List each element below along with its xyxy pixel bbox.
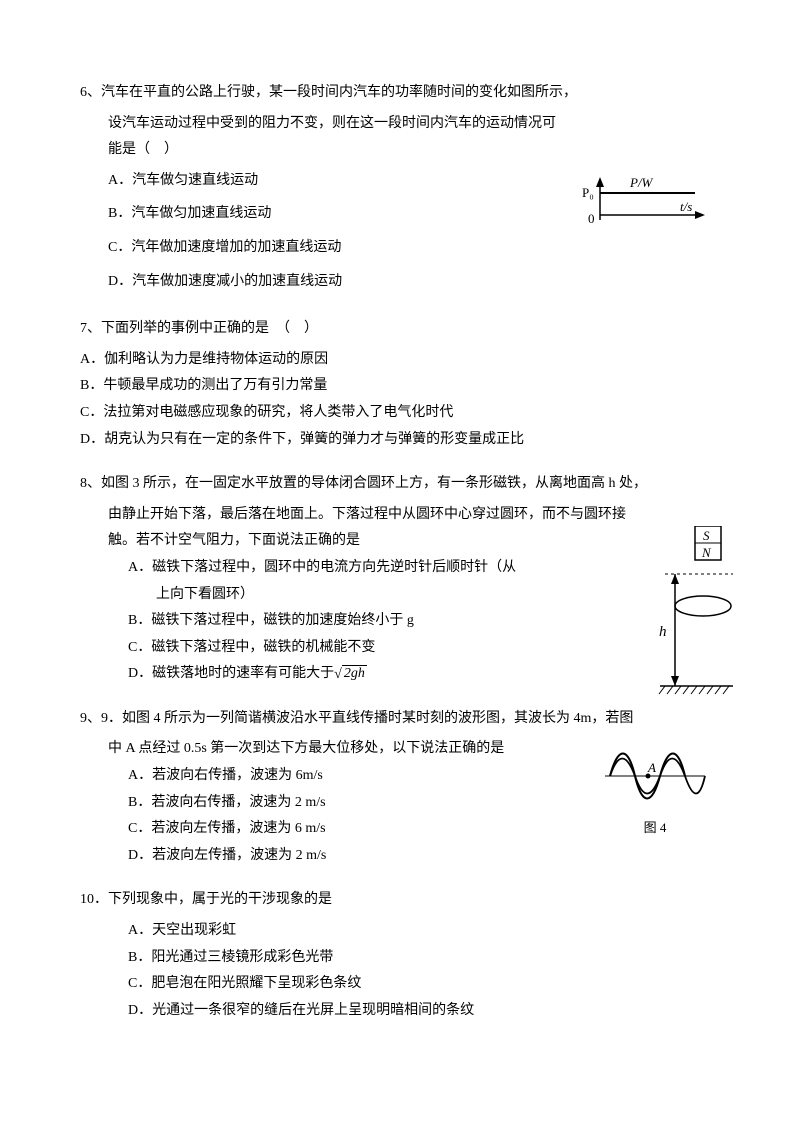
point-a-label: A (647, 760, 656, 775)
magnet-ring-diagram: S N h (645, 526, 735, 706)
q7-opt-c: C．法拉第对电磁感应现象的研究，将人类带入了电气化时代 (80, 400, 740, 427)
q10-opt-b: B．阳光通过三棱镜形成彩色光带 (128, 945, 740, 972)
q6-s1: 汽车在平直的公路上行驶，某一段时间内汽车的功率随时间的变化如图所示， (101, 85, 577, 100)
x-axis-label: t/s (680, 199, 692, 214)
q8-s3: 触。若不计空气阻力，下面说法正确的是 (80, 528, 740, 555)
wave-diagram: A (600, 736, 710, 816)
q8-opt-a1: A．磁铁下落过程中，圆环中的电流方向先逆时针后顺时针（从 (128, 555, 548, 582)
q6-opt-d: D．汽车做加速度减小的加速直线运动 (108, 265, 740, 299)
q9-caption: 图 4 (600, 816, 710, 841)
q6-figure: P/W t/s P₀ 0 (570, 175, 720, 235)
q6-num: 6、 (80, 85, 101, 100)
q8-s1: 如图 3 所示，在一固定水平放置的导体闭合圆环上方，有一条形磁铁，从离地面高 h… (101, 476, 647, 491)
q8-opt-c: C．磁铁下落过程中，磁铁的机械能不变 (128, 635, 548, 662)
sqrt-icon: 2gh (334, 661, 367, 688)
question-8: 8、如图 3 所示，在一固定水平放置的导体闭合圆环上方，有一条形磁铁，从离地面高… (80, 471, 740, 688)
q7-opt-d: D．胡克认为只有在一定的条件下，弹簧的弹力才与弹簧的形变量成正比 (80, 427, 740, 454)
q9-figure: A 图 4 (600, 736, 710, 841)
magnet-n: N (701, 545, 712, 560)
q8-num: 8、 (80, 476, 101, 491)
y-axis-label: P/W (629, 175, 654, 190)
q6-opt-c: C．汽年做加速度增加的加速直线运动 (108, 231, 740, 265)
q8-s2: 由静止开始下落，最后落在地面上。下落过程中从圆环中心穿过圆环，而不与圆环接 (80, 502, 740, 529)
h-label: h (659, 624, 667, 640)
q7-s: 下面列举的事例中正确的是 （ ） (101, 321, 318, 336)
q10-stem: 10．下列现象中，属于光的干涉现象的是 (80, 887, 740, 914)
q9-stem: 9、9．如图 4 所示为一列简谐横波沿水平直线传播时某时刻的波形图，其波长为 4… (80, 706, 740, 733)
q7-num: 7、 (80, 321, 101, 336)
magnet-s: S (703, 528, 710, 543)
question-10: 10．下列现象中，属于光的干涉现象的是 A．天空出现彩虹 B．阳光通过三棱镜形成… (80, 887, 740, 1024)
q10-num: 10． (80, 892, 108, 907)
power-time-chart: P/W t/s P₀ 0 (570, 175, 720, 235)
q7-opt-a: A．伽利略认为力是维持物体运动的原因 (80, 347, 740, 374)
question-9: 9、9．如图 4 所示为一列简谐横波沿水平直线传播时某时刻的波形图，其波长为 4… (80, 706, 740, 870)
q6-s2: 设汽车运动过程中受到的阻力不变，则在这一段时间内汽车的运动情况可 (80, 111, 740, 138)
q8-stem: 8、如图 3 所示，在一固定水平放置的导体闭合圆环上方，有一条形磁铁，从离地面高… (80, 471, 740, 498)
q8-opt-b: B．磁铁下落过程中，磁铁的加速度始终小于 g (128, 608, 548, 635)
q7-opt-b: B．牛顿最早成功的测出了万有引力常量 (80, 373, 740, 400)
origin-label: 0 (588, 211, 595, 226)
question-7: 7、下面列举的事例中正确的是 （ ） A．伽利略认为力是维持物体运动的原因 B．… (80, 316, 740, 453)
q10-opt-d: D．光通过一条很窄的缝后在光屏上呈现明暗相间的条纹 (128, 998, 740, 1025)
q10-opt-c: C．肥皂泡在阳光照耀下呈现彩色条纹 (128, 971, 740, 998)
q8-opt-d: D．磁铁落地时的速率有可能大于2gh (128, 661, 548, 688)
q6-stem: 6、汽车在平直的公路上行驶，某一段时间内汽车的功率随时间的变化如图所示， (80, 80, 740, 107)
q8-figure: S N h (645, 526, 735, 706)
q10-opt-a: A．天空出现彩虹 (128, 918, 740, 945)
q6-s3: 能是（ ） (80, 137, 740, 164)
q9-s1: 9．如图 4 所示为一列简谐横波沿水平直线传播时某时刻的波形图，其波长为 4m，… (101, 711, 633, 726)
q10-s: 下列现象中，属于光的干涉现象的是 (108, 892, 332, 907)
q9-num: 9、 (80, 711, 101, 726)
q7-stem: 7、下面列举的事例中正确的是 （ ） (80, 316, 740, 343)
p0-label: P₀ (582, 185, 594, 200)
q9-opt-d: D．若波向左传播，波速为 2 m/s (128, 843, 740, 870)
question-6: 6、汽车在平直的公路上行驶，某一段时间内汽车的功率随时间的变化如图所示， 设汽车… (80, 80, 740, 298)
q8-opt-a2: 上向下看圆环） (128, 582, 548, 609)
